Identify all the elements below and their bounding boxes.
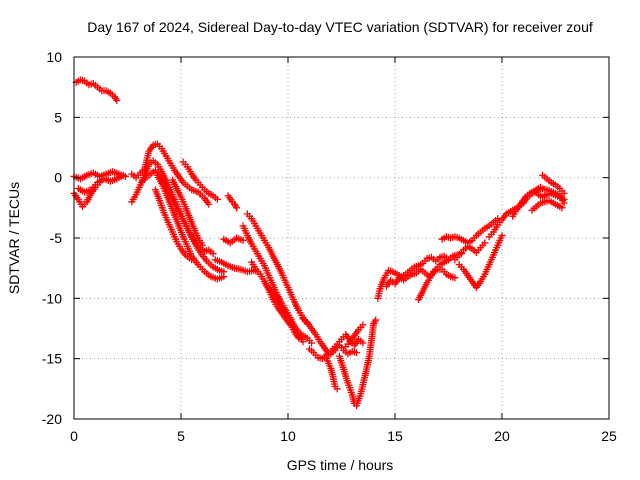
y-tick-label: -5: [50, 230, 63, 246]
data-point: [333, 385, 341, 393]
data-point: [498, 232, 506, 240]
data-point: [372, 316, 380, 324]
x-tick-labels: 0 5 10 15 20 25: [70, 428, 617, 444]
series-track-21: [323, 355, 341, 393]
series-track-26: [415, 256, 452, 304]
data-point: [299, 338, 307, 346]
series-track-28: [451, 239, 489, 264]
x-tick-label: 0: [70, 428, 78, 444]
y-tick-label: -15: [42, 351, 62, 367]
axis-ticks: [73, 56, 610, 420]
chart-title: Day 167 of 2024, Sidereal Day-to-day VTE…: [87, 19, 593, 35]
data-point: [205, 200, 213, 208]
series-track-25: [382, 265, 459, 290]
series-track-11: [179, 158, 221, 203]
data-point: [213, 195, 221, 203]
data-point: [560, 189, 568, 197]
y-tick-label: 0: [54, 170, 62, 186]
x-axis-label: GPS time / hours: [287, 457, 394, 473]
x-tick-label: 5: [177, 428, 185, 444]
data-point: [359, 339, 367, 347]
series-track-20: [305, 341, 360, 363]
data-point: [560, 199, 568, 207]
series-track-4: [74, 171, 127, 196]
series-track-8: [153, 171, 228, 283]
data-points: [70, 76, 568, 410]
series-track-27: [438, 215, 502, 247]
data-point: [113, 96, 121, 104]
y-tick-label: 5: [54, 109, 62, 125]
data-point: [188, 256, 196, 264]
y-tick-label: 10: [46, 49, 62, 65]
series-track-16: [239, 222, 316, 347]
series-track-9: [151, 186, 196, 264]
series-track-34: [530, 185, 568, 207]
y-tick-labels: 10 5 0 -5 -10 -15 -20: [42, 49, 62, 427]
x-tick-label: 20: [494, 428, 510, 444]
data-point: [220, 273, 228, 281]
data-point: [481, 239, 489, 247]
data-point: [198, 241, 206, 249]
series-track-18: [265, 283, 303, 342]
y-tick-label: -20: [42, 411, 62, 427]
series-track-1: [72, 76, 121, 104]
data-point: [445, 256, 452, 264]
x-tick-label: 15: [387, 428, 403, 444]
data-point: [233, 204, 241, 212]
series-track-23: [342, 321, 367, 351]
data-point: [308, 339, 316, 347]
data-point: [209, 250, 217, 258]
series-track-32: [528, 197, 566, 214]
series-track-33: [539, 171, 568, 197]
data-point: [558, 204, 566, 212]
y-tick-label: -10: [42, 290, 62, 306]
data-point: [239, 236, 247, 244]
data-point: [295, 334, 303, 342]
series-track-5: [128, 140, 213, 208]
x-tick-label: 10: [280, 428, 296, 444]
data-point: [359, 321, 367, 329]
series-track-12: [224, 192, 241, 212]
series-track-22: [335, 316, 380, 410]
x-tick-label: 25: [601, 428, 617, 444]
series-track-10: [168, 176, 206, 249]
data-point: [451, 274, 459, 282]
y-axis-label: SDTVAR / TECUs: [6, 182, 22, 294]
data-point: [119, 171, 127, 179]
series-track-29: [455, 232, 506, 291]
data-point: [352, 349, 360, 357]
series-track-13: [220, 234, 247, 247]
data-point: [494, 215, 502, 223]
